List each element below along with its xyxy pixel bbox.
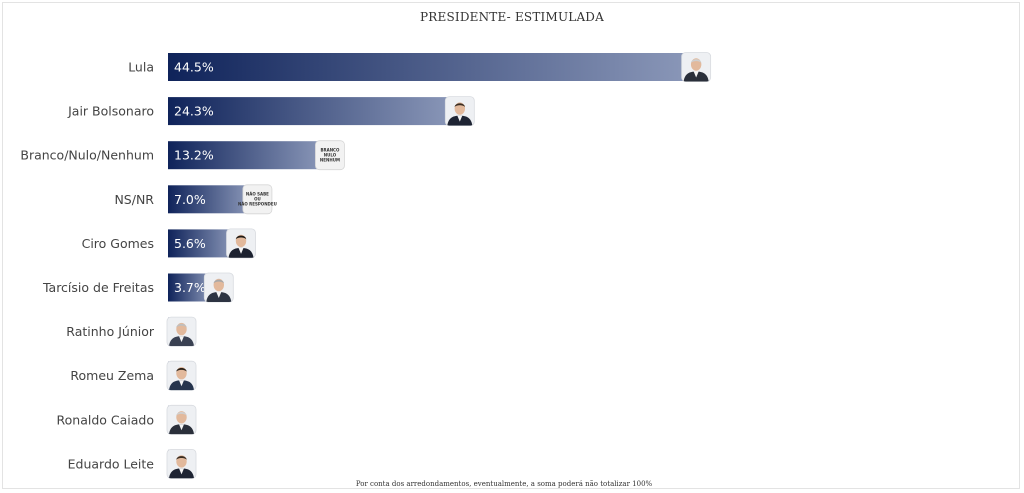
category-label: Ronaldo Caiado [57, 412, 155, 427]
value-label: 7.0% [174, 192, 206, 207]
category-label: Ciro Gomes [82, 236, 154, 251]
category-label: NS/NR [114, 192, 154, 207]
category-label: Jair Bolsonaro [67, 104, 154, 119]
candidate-photo [226, 228, 256, 259]
candidate-photo [166, 448, 197, 479]
category-label: Ratinho Júnior [66, 324, 155, 339]
category-label: Romeu Zema [70, 368, 154, 383]
value-label: 5.6% [174, 236, 206, 251]
candidate-photo [166, 404, 197, 435]
bar [168, 97, 453, 126]
badge-text: NÃO SABE [246, 192, 269, 197]
category-label: Tarcísio de Freitas [42, 280, 154, 295]
candidate-photo [203, 272, 234, 303]
value-label: 24.3% [174, 104, 214, 119]
category-label: Eduardo Leite [68, 456, 155, 471]
badge-text: NENHUM [320, 158, 340, 163]
value-label: 44.5% [174, 60, 214, 75]
badge-text: OU [254, 197, 261, 202]
badge-text: NULO [324, 153, 337, 158]
badge-text: BRANCO [320, 148, 340, 153]
category-label: Lula [128, 60, 154, 75]
candidate-photo [166, 316, 197, 347]
bar [168, 53, 689, 81]
candidate-photo [166, 360, 197, 391]
footnote: Por conta dos arredondamentos, eventualm… [355, 480, 653, 488]
chart-title: PRESIDENTE- ESTIMULADA [419, 10, 604, 24]
value-label: 3.7% [174, 280, 206, 295]
bar [168, 141, 323, 170]
badge-text: NÃO RESPONDEU [238, 202, 277, 207]
candidate-photo [444, 96, 475, 126]
value-label: 13.2% [174, 148, 214, 163]
category-label: Branco/Nulo/Nenhum [20, 148, 154, 163]
bar [168, 185, 250, 214]
bar [168, 229, 234, 258]
candidate-photo [681, 52, 712, 82]
